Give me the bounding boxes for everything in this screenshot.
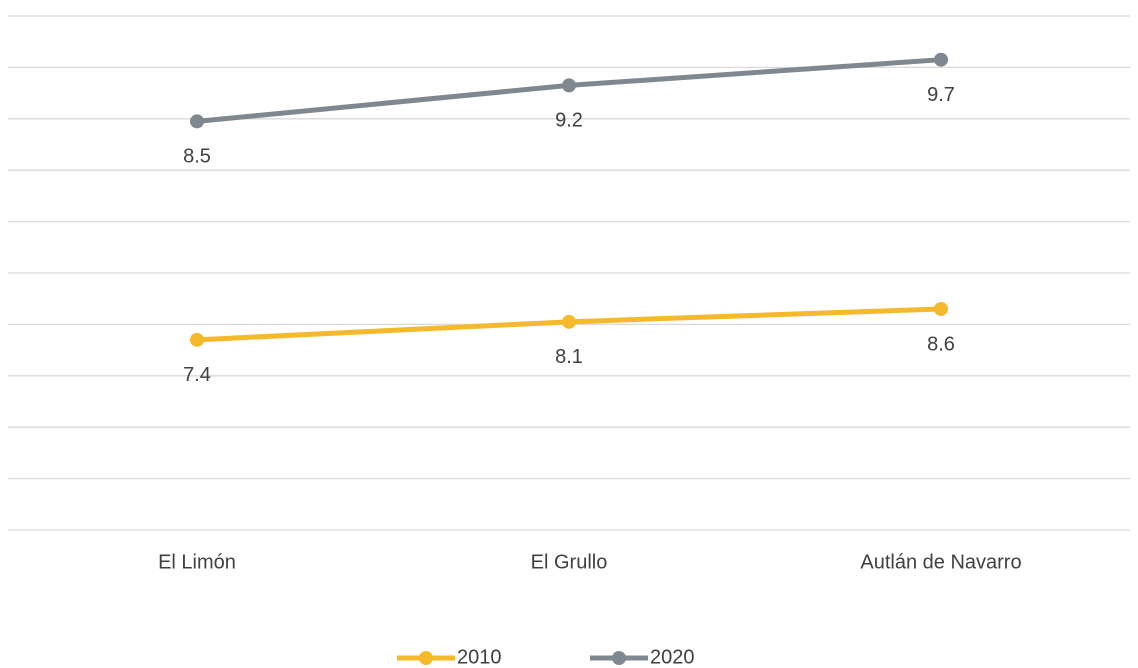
data-label: 7.4 bbox=[183, 364, 211, 386]
legend-marker bbox=[612, 651, 626, 665]
legend-label: 2020 bbox=[650, 646, 695, 668]
legend-label: 2010 bbox=[457, 646, 502, 668]
x-tick-label: El Grullo bbox=[531, 551, 608, 573]
data-label: 8.5 bbox=[183, 146, 211, 168]
marker bbox=[934, 301, 948, 316]
marker bbox=[190, 114, 204, 129]
data-label: 8.6 bbox=[927, 333, 955, 355]
marker bbox=[190, 332, 204, 347]
data-label: 8.1 bbox=[555, 346, 583, 368]
x-tick-label: Autlán de Navarro bbox=[860, 551, 1021, 573]
marker bbox=[562, 314, 576, 329]
marker bbox=[562, 78, 576, 93]
legend-marker bbox=[419, 651, 433, 665]
data-label: 9.7 bbox=[927, 84, 955, 106]
data-label: 9.2 bbox=[555, 110, 583, 132]
marker bbox=[934, 52, 948, 67]
x-tick-label: El Limón bbox=[158, 551, 236, 573]
